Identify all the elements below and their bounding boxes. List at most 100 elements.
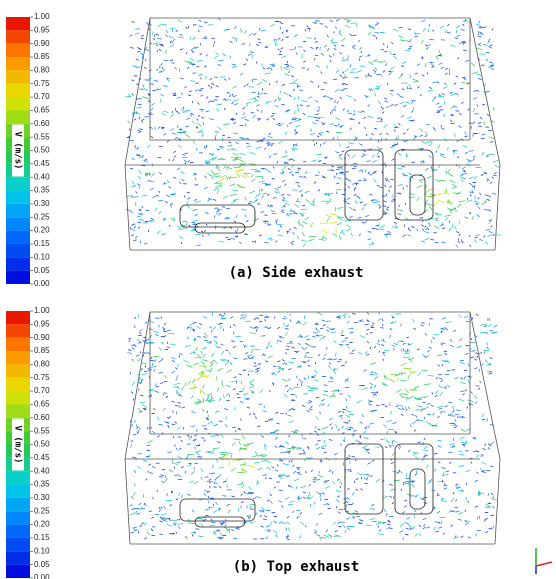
vector [484,209,489,210]
equipment [410,469,425,509]
vector [298,185,300,187]
vector [472,134,474,137]
vector [471,338,472,340]
vector [277,187,281,188]
vector [488,528,491,529]
vector [187,201,188,205]
vector [333,53,334,55]
vector [179,182,181,184]
vector [187,192,190,193]
vector [230,317,233,319]
vector [202,360,208,362]
vector [483,449,486,450]
vector [403,105,406,106]
vector [409,173,412,175]
vector [266,460,271,463]
vector [199,30,200,32]
vector [356,516,359,517]
vector [157,69,158,71]
vector [143,460,147,462]
vector [472,317,473,319]
vector [341,443,342,446]
vector [273,154,277,155]
vector [315,20,320,21]
vector [428,90,434,91]
vector [135,317,136,319]
vector [239,242,241,244]
vector [385,446,387,448]
vector [391,159,394,161]
vector [442,468,446,469]
vector [379,204,381,206]
vector [306,171,308,173]
vector [225,523,227,527]
vector [188,523,194,524]
vector [322,427,328,429]
vector [170,204,173,205]
vector [464,376,465,378]
vector [197,326,201,329]
vector [311,160,316,161]
vector [308,457,313,458]
vector [201,376,210,377]
vector [267,119,269,121]
domain-edge [125,165,130,250]
vector [474,201,479,203]
colorbar-tick-label: 0.75 [34,79,50,88]
vector [242,43,245,44]
vector [454,133,455,137]
vector [389,335,391,338]
vector [379,206,381,208]
colorbar-block [6,231,30,244]
vector [340,97,342,99]
vector [418,420,423,421]
vector [175,111,178,112]
vector [465,510,466,512]
vector [133,492,135,495]
vector [133,434,136,435]
vector [342,426,344,429]
vector [392,452,396,455]
vector [336,70,338,72]
vector [225,237,229,238]
vector [241,494,243,496]
vector [171,193,175,195]
vector [389,484,392,485]
vector [455,226,457,229]
vector [293,465,294,467]
vector [261,526,264,527]
vector [393,423,397,424]
vector [397,389,402,392]
vector [360,202,363,203]
vector [352,68,356,70]
vector [257,426,260,427]
vector [405,203,406,205]
vector [267,184,268,186]
vector [379,133,381,135]
vector [319,171,320,174]
vector [451,525,453,527]
colorbar-tick-label: 0.90 [34,39,50,48]
vector [403,343,406,344]
vector [384,350,390,351]
vector [389,186,391,188]
vector [219,241,225,242]
vector [346,344,349,345]
vector [222,207,225,208]
vector [346,504,348,506]
vector [255,451,258,454]
vector [174,524,176,526]
vector [492,177,494,179]
vector [188,161,189,163]
vector [304,378,306,380]
axis-triad [536,548,552,574]
vector [286,413,287,415]
vector [358,352,362,354]
vector [330,112,331,114]
vector [340,75,343,76]
vector [217,442,220,443]
vector [229,78,230,80]
vector [401,349,402,353]
vector [362,388,368,390]
vector [155,208,157,212]
